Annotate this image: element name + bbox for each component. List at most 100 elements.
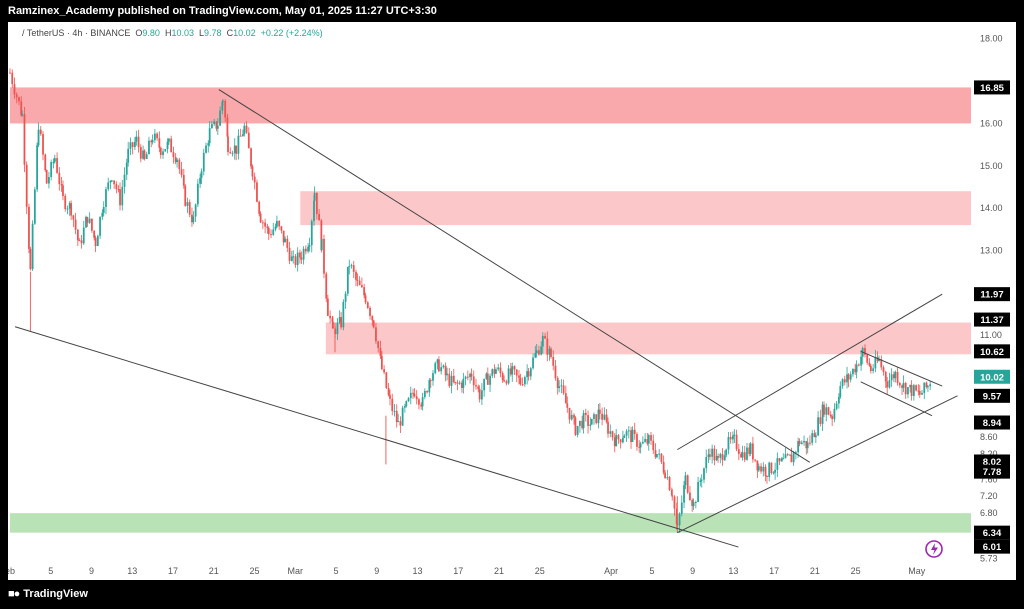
tradingview-brand[interactable]: ■● TradingView xyxy=(8,588,88,600)
candle-body xyxy=(772,472,775,474)
candle-body xyxy=(521,384,524,386)
candle-body xyxy=(831,416,834,420)
candle-body xyxy=(208,128,211,144)
candle-body xyxy=(290,256,293,261)
candle-body xyxy=(72,215,75,220)
candle-body xyxy=(176,159,178,163)
candle-body xyxy=(817,417,819,436)
candle-body xyxy=(415,396,418,400)
candle-body xyxy=(205,145,207,153)
candle-body xyxy=(259,213,262,223)
candle-body xyxy=(385,372,388,389)
candle-body xyxy=(529,368,532,377)
candle-body xyxy=(186,202,189,206)
candle-body xyxy=(23,114,26,165)
candle-body xyxy=(258,201,261,214)
price-chart[interactable]: 18.00 16.00 15.00 14.00 13.00 11.00 8.60 8.20 7.… xyxy=(8,22,1016,580)
candle-body xyxy=(675,508,678,525)
x-tick-label: eb xyxy=(8,566,15,576)
candle-body xyxy=(673,496,676,509)
candle-body xyxy=(292,256,295,258)
candle-body xyxy=(58,172,61,185)
price-label: 10.02 xyxy=(980,372,1004,383)
candle-body xyxy=(721,454,724,461)
candle-body xyxy=(284,238,286,243)
open-value: 9.80 xyxy=(142,28,160,38)
trendline xyxy=(677,395,958,534)
candle-body xyxy=(121,186,124,206)
candle-body xyxy=(800,442,803,445)
candle-body xyxy=(689,492,691,500)
candle-body xyxy=(927,386,929,388)
candle-body xyxy=(636,433,638,447)
candle-body xyxy=(749,443,752,454)
candle-body xyxy=(478,389,481,400)
open-label: O xyxy=(135,28,143,38)
candle-body xyxy=(323,238,325,274)
candle-body xyxy=(735,434,738,450)
candle-body xyxy=(377,341,380,349)
x-tick-label: 21 xyxy=(810,566,820,576)
candle-body xyxy=(123,174,126,187)
candle-body xyxy=(489,375,491,385)
candle-body xyxy=(582,412,585,429)
candle-body xyxy=(711,448,714,457)
candle-body xyxy=(505,381,508,384)
candle-body xyxy=(261,222,264,224)
candle-body xyxy=(280,226,283,231)
x-tick-label: 5 xyxy=(334,566,339,576)
candle-body xyxy=(395,410,398,423)
candle-body xyxy=(513,366,516,370)
price-label-box xyxy=(974,525,1010,540)
candle-body xyxy=(253,176,256,183)
candle-body xyxy=(296,252,299,265)
chart-panel[interactable]: 18.00 16.00 15.00 14.00 13.00 11.00 8.60 8.20 7.… xyxy=(8,22,1016,580)
candle-body xyxy=(475,385,477,387)
x-tick-label: May xyxy=(908,566,926,576)
candle-body xyxy=(686,475,689,493)
candle-body xyxy=(216,125,219,129)
candle-body xyxy=(896,371,899,383)
candle-body xyxy=(74,219,77,230)
candle-body xyxy=(372,320,375,328)
candle-body xyxy=(387,388,390,396)
candle-body xyxy=(692,502,695,507)
price-label-box xyxy=(974,344,1010,359)
candle-body xyxy=(611,431,614,438)
candle-body xyxy=(221,101,224,111)
candle-body xyxy=(880,359,883,368)
candle-body xyxy=(825,407,828,415)
candle-body xyxy=(646,439,649,444)
candle-body xyxy=(477,386,480,390)
candle-body xyxy=(164,149,167,152)
candle-body xyxy=(540,346,543,355)
candle-body xyxy=(705,456,708,469)
candle-body xyxy=(507,368,510,384)
x-tick-label: 25 xyxy=(851,566,861,576)
trendline xyxy=(677,293,943,451)
price-label-box xyxy=(974,388,1010,403)
candle-body xyxy=(892,374,895,379)
candle-body xyxy=(348,265,351,267)
candle-body xyxy=(448,373,451,386)
candle-body xyxy=(196,183,199,205)
candle-body xyxy=(907,387,909,395)
candle-body xyxy=(60,184,63,186)
candle-body xyxy=(403,405,406,408)
candle-body xyxy=(237,135,240,154)
alert-icon[interactable] xyxy=(925,540,943,558)
candle-body xyxy=(904,382,907,395)
candle-body xyxy=(570,414,573,420)
candle-body xyxy=(469,373,471,378)
candle-body xyxy=(101,212,104,217)
candle-body xyxy=(925,382,928,388)
candle-body xyxy=(52,161,55,163)
candle-body xyxy=(707,454,710,457)
footer-bar: ■● TradingView xyxy=(0,580,1024,609)
price-label: 6.01 xyxy=(983,542,1002,553)
candle-body xyxy=(358,280,361,286)
candle-body xyxy=(304,248,307,252)
candle-body xyxy=(886,381,889,388)
candle-body xyxy=(156,133,159,139)
x-tick-label: 5 xyxy=(48,566,53,576)
